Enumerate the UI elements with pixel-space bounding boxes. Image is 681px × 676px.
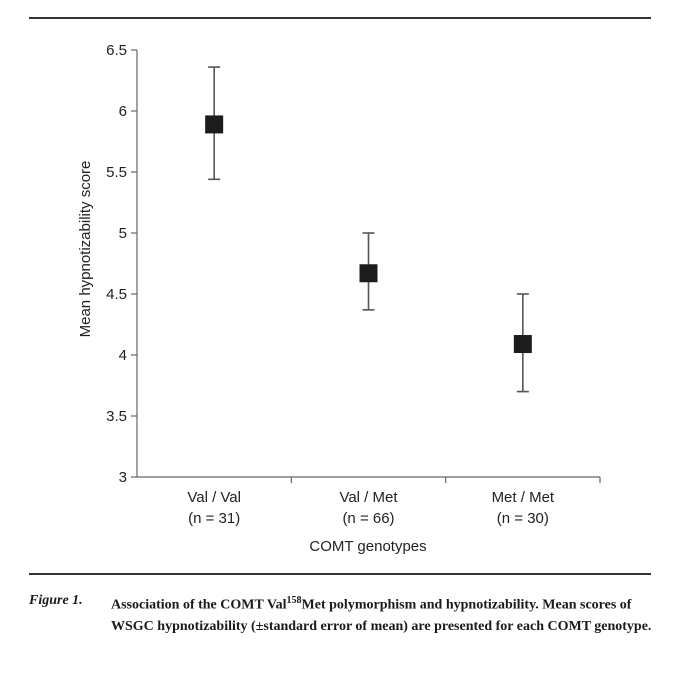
caption-rule <box>29 573 651 575</box>
x-category-n-label: (n = 66) <box>342 510 394 527</box>
x-axis-label: COMT genotypes <box>309 538 426 555</box>
figure-label: Figure 1. <box>29 593 83 608</box>
figure-caption: Figure 1. Association of the COMT Val158… <box>29 590 654 637</box>
data-point-marker <box>359 264 378 283</box>
caption-text-2: Met polymorphism and hypnotizability. Me… <box>111 597 652 634</box>
x-category-label: Met / Met <box>492 489 555 506</box>
y-axis-label: Mean hypnotizability score <box>77 161 94 338</box>
x-category-label: Val / Val <box>187 489 241 506</box>
x-category-label: Val / Met <box>339 489 398 506</box>
y-tick-label: 5.5 <box>106 164 127 181</box>
chart: 33.544.555.566.5 Val / Val(n = 31)Val / … <box>77 42 601 555</box>
y-tick-label: 5 <box>119 225 127 242</box>
y-tick-label: 3 <box>119 469 127 486</box>
chart-axes <box>136 50 601 483</box>
y-tick-label: 6 <box>119 103 127 120</box>
data-point-marker <box>205 115 224 134</box>
y-tick-label: 4 <box>119 347 127 364</box>
y-tick-label: 3.5 <box>106 408 127 425</box>
x-category-n-label: (n = 30) <box>497 510 549 527</box>
data-marks <box>205 66 532 393</box>
caption-text-1: Association of the COMT Val <box>111 597 287 613</box>
y-ticks: 3 3.5 4 4.5 5 5.5 6 6.5 <box>106 42 137 486</box>
y-tick-label: 4.5 <box>106 286 127 303</box>
caption-body: Association of the COMT Val158Met polymo… <box>111 590 654 637</box>
y-tick-label: 6.5 <box>106 42 127 59</box>
x-category-n-label: (n = 31) <box>188 510 240 527</box>
top-rule <box>29 17 651 19</box>
data-point-marker <box>513 335 532 354</box>
caption-superscript: 158 <box>286 595 302 606</box>
x-categories: Val / Val (n = 31) Val / Met (n = 66) Met / … <box>187 489 555 527</box>
